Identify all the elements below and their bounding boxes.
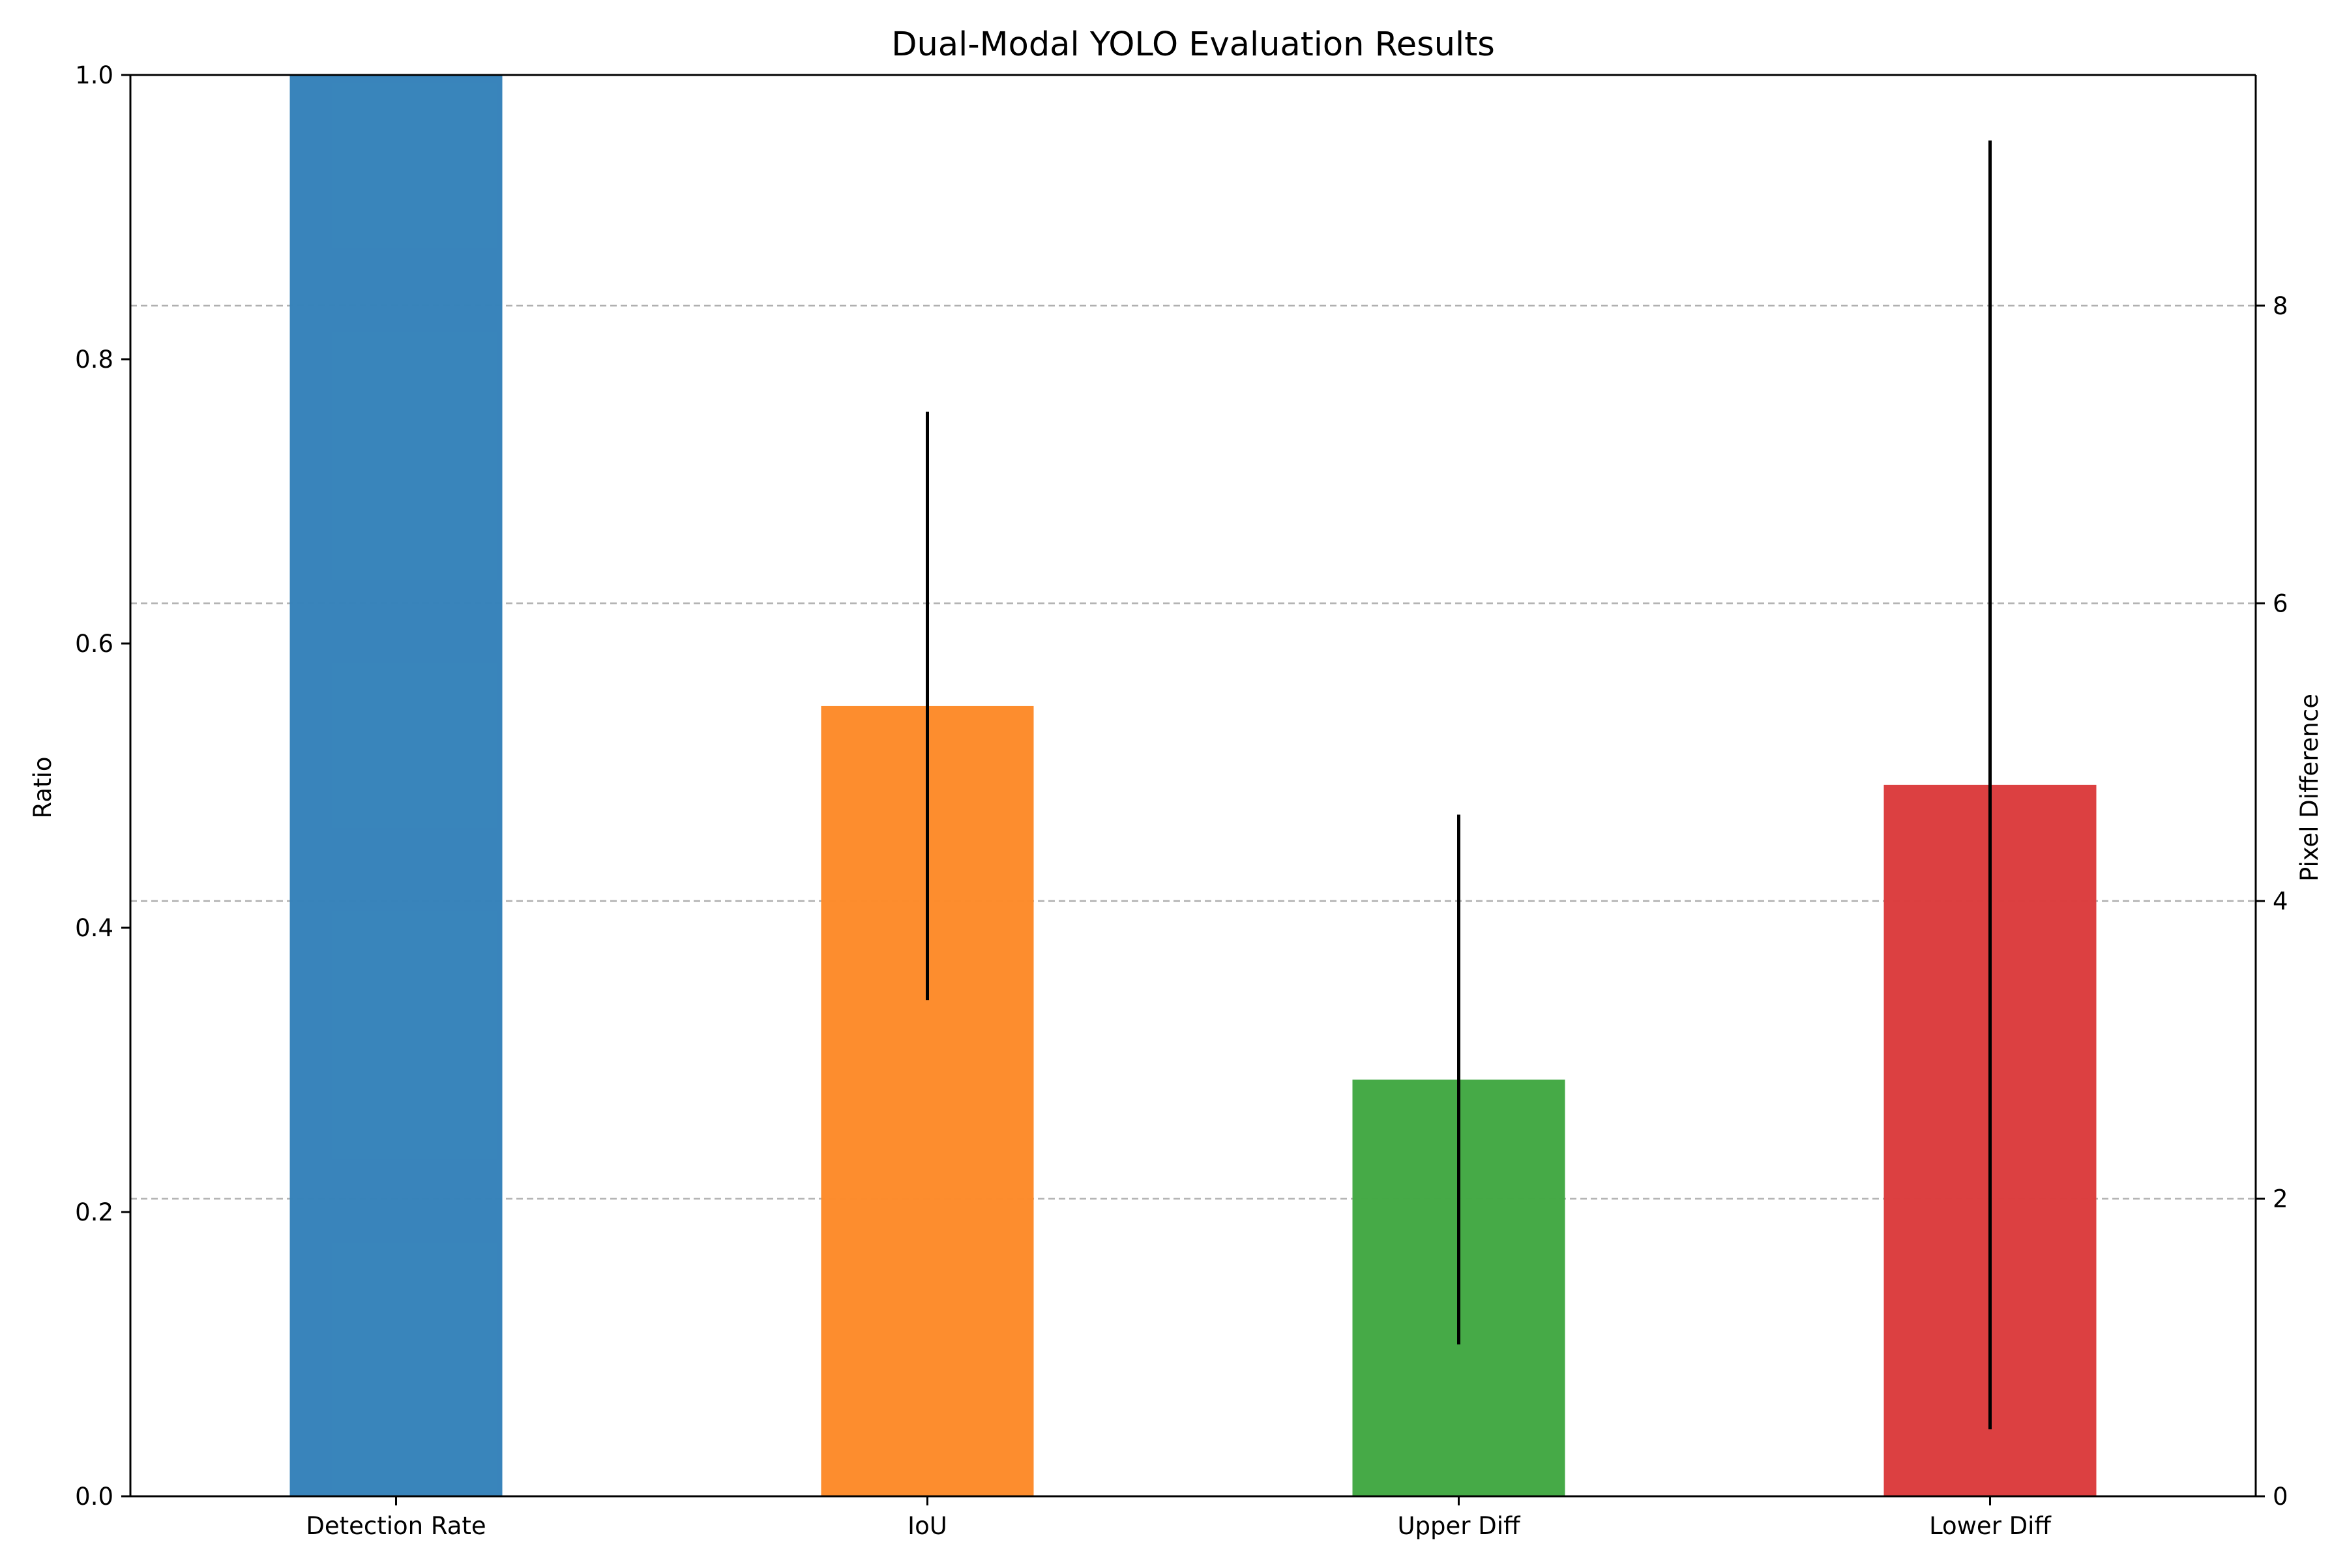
right-axis-tick-label: 4 <box>2273 887 2288 915</box>
x-axis-tick-label: Upper Diff <box>1397 1512 1521 1540</box>
x-axis-tick-label: Detection Rate <box>306 1512 486 1540</box>
right-axis-tick-label: 2 <box>2273 1185 2288 1213</box>
left-axis-tick-label: 0.4 <box>75 914 113 942</box>
error-bars-layer <box>926 140 1992 1430</box>
axes-layer: 0.0 0.2 0.4 0.6 0.8 1.0 0 2 4 6 8 Detection Rate IoU… <box>75 61 2288 1540</box>
right-axis-tick-label: 8 <box>2273 292 2288 320</box>
left-axis-tick-label: 0.8 <box>75 346 113 374</box>
bar-detection-rate <box>289 75 503 1496</box>
left-axis-label: Ratio <box>29 757 57 819</box>
chart-title: Dual-Modal YOLO Evaluation Results <box>891 25 1495 64</box>
left-axis-tick-label: 0.2 <box>75 1198 113 1226</box>
left-axis-tick-label: 1.0 <box>75 61 113 89</box>
right-axis-label: Pixel Difference <box>2295 694 2324 881</box>
x-axis-tick-label: IoU <box>908 1512 947 1540</box>
left-axis-tick-label: 0.0 <box>75 1483 113 1511</box>
x-axis-tick-label: Lower Diff <box>1929 1512 2052 1540</box>
right-axis-tick-label: 6 <box>2273 589 2288 617</box>
right-axis-tick-label: 0 <box>2273 1483 2288 1511</box>
left-axis-tick-label: 0.6 <box>75 630 113 658</box>
